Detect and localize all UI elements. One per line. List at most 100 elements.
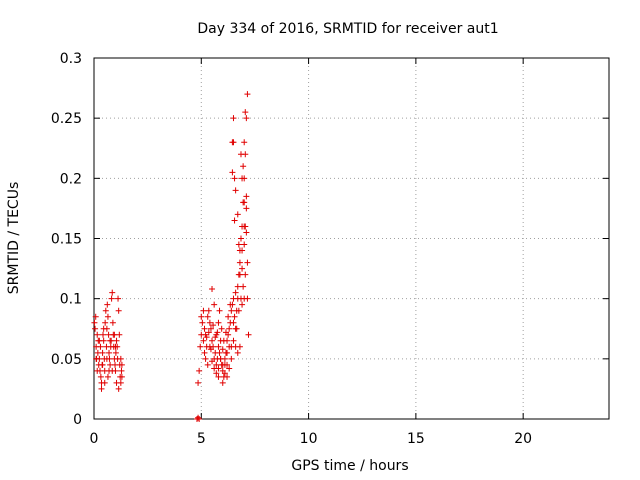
data-point <box>240 163 247 170</box>
data-point <box>104 313 111 320</box>
data-point <box>97 343 104 350</box>
data-point <box>243 205 250 212</box>
data-point <box>99 349 106 356</box>
data-point <box>209 358 216 365</box>
data-point <box>222 329 229 336</box>
data-point <box>219 379 226 386</box>
data-point <box>93 355 100 362</box>
x-tick-label: 20 <box>514 431 532 447</box>
data-point <box>217 355 224 362</box>
data-point <box>237 295 244 302</box>
data-point <box>233 325 240 332</box>
grid-lines <box>94 58 609 419</box>
data-point <box>215 365 222 372</box>
data-point <box>201 349 208 356</box>
data-point <box>112 343 119 350</box>
axis-ticks: 0 5 10 15 20 0 0.05 0.1 0.15 0.2 0.25 0.3 <box>51 51 609 447</box>
data-point <box>239 247 246 254</box>
data-point <box>239 175 246 182</box>
data-point <box>102 307 109 314</box>
data-point <box>236 343 243 350</box>
data-point <box>200 337 207 344</box>
data-point <box>230 337 237 344</box>
data-point <box>97 373 104 380</box>
data-point <box>240 283 247 290</box>
data-point <box>244 91 251 98</box>
data-point <box>227 301 234 308</box>
x-tick-label: 0 <box>90 431 99 447</box>
data-point <box>239 301 246 308</box>
data-point <box>241 139 248 146</box>
data-point <box>239 265 246 272</box>
data-point <box>100 331 107 338</box>
data-point <box>244 259 251 266</box>
data-point <box>102 319 109 326</box>
data-point <box>96 337 103 344</box>
data-point <box>198 313 205 320</box>
data-point <box>115 295 122 302</box>
data-point <box>111 331 118 338</box>
data-point <box>213 361 220 368</box>
data-point <box>206 319 213 326</box>
data-point <box>245 331 252 338</box>
data-point <box>195 379 202 386</box>
data-point <box>229 169 236 176</box>
data-point <box>221 370 228 377</box>
data-point <box>200 307 207 314</box>
data-point <box>101 379 108 386</box>
data-point <box>112 349 119 356</box>
y-tick-label: 0.15 <box>51 232 82 248</box>
data-point <box>216 307 223 314</box>
data-point <box>207 346 214 353</box>
y-tick-label: 0.3 <box>60 51 82 67</box>
data-point <box>231 313 238 320</box>
data-point <box>241 199 248 206</box>
x-tick-label: 15 <box>407 431 425 447</box>
x-axis-label: GPS time / hours <box>291 458 408 474</box>
data-point <box>94 331 101 338</box>
data-point <box>207 325 214 332</box>
data-point <box>230 139 237 146</box>
data-point <box>109 319 116 326</box>
data-point <box>213 370 220 377</box>
data-point <box>195 414 202 421</box>
data-point <box>205 329 212 336</box>
data-point <box>104 373 111 380</box>
data-point <box>219 346 226 353</box>
data-point <box>209 337 216 344</box>
data-point <box>224 373 231 380</box>
data-point <box>235 241 242 248</box>
data-point <box>196 416 203 422</box>
data-point <box>98 385 105 392</box>
data-point <box>204 361 211 368</box>
chart-title: Day 334 of 2016, SRMTID for receiver aut… <box>197 21 498 37</box>
data-point <box>243 115 250 122</box>
data-point <box>235 307 242 314</box>
data-point <box>216 349 223 356</box>
data-point <box>234 283 241 290</box>
data-point <box>242 223 249 230</box>
data-point <box>237 235 244 242</box>
data-point <box>115 307 122 314</box>
data-point <box>236 271 243 278</box>
data-point <box>230 319 237 326</box>
data-point <box>113 337 120 344</box>
data-point <box>214 329 221 336</box>
data-point <box>232 289 239 296</box>
data-point <box>117 355 124 362</box>
data-point <box>228 307 235 314</box>
x-tick-label: 10 <box>300 431 318 447</box>
data-point <box>219 361 226 368</box>
data-point <box>215 373 222 380</box>
data-point <box>92 313 99 320</box>
data-point <box>201 325 208 332</box>
data-point <box>99 361 106 368</box>
data-point <box>118 373 125 380</box>
data-point <box>118 367 125 374</box>
data-point <box>211 301 218 308</box>
data-point <box>228 355 235 362</box>
data-point <box>241 241 248 248</box>
data-point <box>100 325 107 332</box>
data-point <box>109 289 116 296</box>
data-point <box>215 343 222 350</box>
